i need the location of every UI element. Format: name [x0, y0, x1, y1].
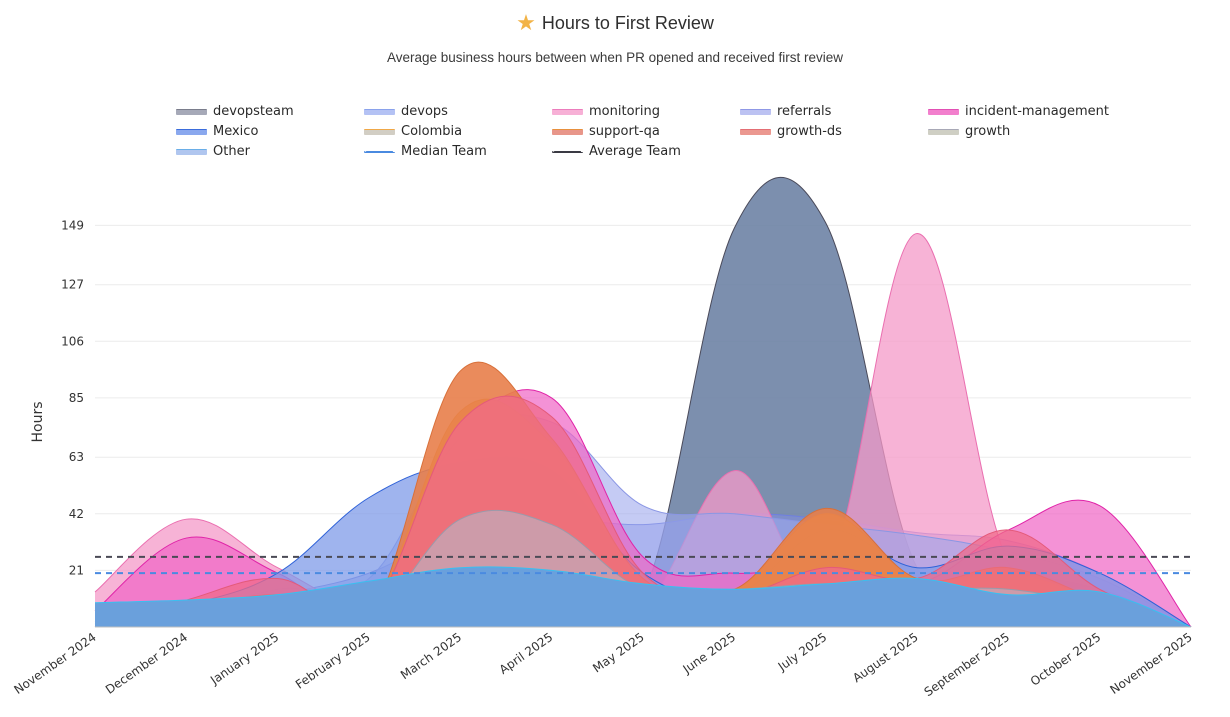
- x-tick-label: March 2025: [398, 630, 464, 682]
- x-tick-label: May 2025: [590, 630, 647, 675]
- x-tick-label: April 2025: [497, 630, 556, 677]
- legend-label: growth: [965, 124, 1011, 139]
- legend-label: Colombia: [401, 124, 463, 139]
- chart-subtitle: Average business hours between when PR o…: [386, 50, 844, 65]
- y-tick-label: 63: [69, 450, 84, 464]
- legend-item-growth-ds[interactable]: growth-ds: [740, 124, 842, 139]
- series-line: [94, 395, 1192, 628]
- legend-label: devops: [401, 104, 448, 119]
- x-tick-label: December 2024: [103, 630, 190, 697]
- x-tick-label: July 2025: [775, 630, 830, 674]
- legend-label: Mexico: [213, 124, 259, 139]
- x-tick-label: November 2025: [1107, 630, 1194, 697]
- legend-swatch-icon: [176, 148, 207, 155]
- legend-swatch-icon: [364, 150, 395, 153]
- legend-item-devops[interactable]: devops: [364, 104, 448, 119]
- x-tick-label: August 2025: [850, 630, 921, 685]
- chart-title-text: Hours to First Review: [541, 12, 714, 33]
- legend-label: growth-ds: [777, 124, 842, 139]
- legend-item-referrals[interactable]: referrals: [740, 104, 831, 119]
- legend-label: referrals: [777, 104, 832, 119]
- legend-swatch-icon: [928, 128, 959, 135]
- x-tick-label: June 2025: [680, 630, 738, 677]
- y-tick-label: 85: [69, 391, 84, 405]
- legend-swatch-icon: [928, 108, 959, 115]
- reference-lines: [95, 555, 1191, 575]
- x-axis-ticks: November 2024 December 2024 January 2025 Fe…: [11, 630, 1194, 699]
- chart-title-row: ★ Hours to First Review: [0, 12, 1230, 35]
- x-tick-label: October 2025: [1028, 630, 1104, 689]
- legend-swatch-icon: [740, 108, 771, 115]
- legend-item-support-qa[interactable]: support-qa: [552, 124, 660, 139]
- legend-item-other[interactable]: Other: [176, 144, 250, 159]
- y-axis-ticks: 21 42 63 85 106 127 149: [61, 218, 84, 577]
- x-tick-label: February 2025: [293, 630, 373, 692]
- series-line: [94, 566, 1192, 628]
- y-axis-label: Hours: [30, 401, 46, 442]
- legend-swatch-icon: [552, 108, 583, 115]
- y-tick-label: 21: [69, 563, 84, 577]
- legend-swatch-icon: [176, 108, 207, 115]
- y-tick-label: 106: [61, 334, 84, 348]
- legend-label: devopsteam: [213, 104, 294, 119]
- legend-swatch-icon: [552, 150, 583, 153]
- legend-swatch-icon: [364, 108, 395, 115]
- y-tick-label: 127: [61, 278, 84, 292]
- star-icon: ★: [516, 10, 536, 35]
- x-tick-label: September 2025: [922, 630, 1013, 699]
- legend-label: monitoring: [589, 104, 660, 119]
- legend-item-devopsteam[interactable]: devopsteam: [176, 104, 294, 119]
- legend-label: Other: [213, 144, 250, 159]
- series-other: [94, 566, 1192, 628]
- legend-swatch-icon: [740, 128, 771, 135]
- legend-item-growth[interactable]: growth: [928, 124, 1010, 139]
- y-tick-label: 149: [61, 218, 84, 232]
- x-tick-label: January 2025: [207, 630, 281, 688]
- legend-swatch-icon: [364, 128, 395, 135]
- legend-label: Median Team: [401, 144, 487, 159]
- series-area: [95, 566, 1191, 627]
- series-areas: [94, 176, 1192, 628]
- legend-item-monitoring[interactable]: monitoring: [552, 104, 660, 119]
- series-area: [95, 233, 1191, 627]
- legend-item-median-team[interactable]: Median Team: [364, 144, 487, 159]
- legend-label: support-qa: [589, 124, 660, 139]
- legend-item-mexico[interactable]: Mexico: [176, 124, 258, 139]
- chart-title: ★ Hours to First Review: [516, 12, 714, 34]
- legend-item-average-team[interactable]: Average Team: [552, 144, 681, 159]
- legend-swatch-icon: [176, 128, 207, 135]
- x-tick-label: November 2024: [11, 630, 98, 697]
- legend-swatch-icon: [552, 128, 583, 135]
- legend-item-incident-management[interactable]: incident-management: [928, 104, 1109, 119]
- y-tick-label: 42: [69, 507, 84, 521]
- legend-label: incident-management: [965, 104, 1109, 119]
- legend-item-colombia[interactable]: Colombia: [364, 124, 462, 139]
- legend-label: Average Team: [589, 144, 681, 159]
